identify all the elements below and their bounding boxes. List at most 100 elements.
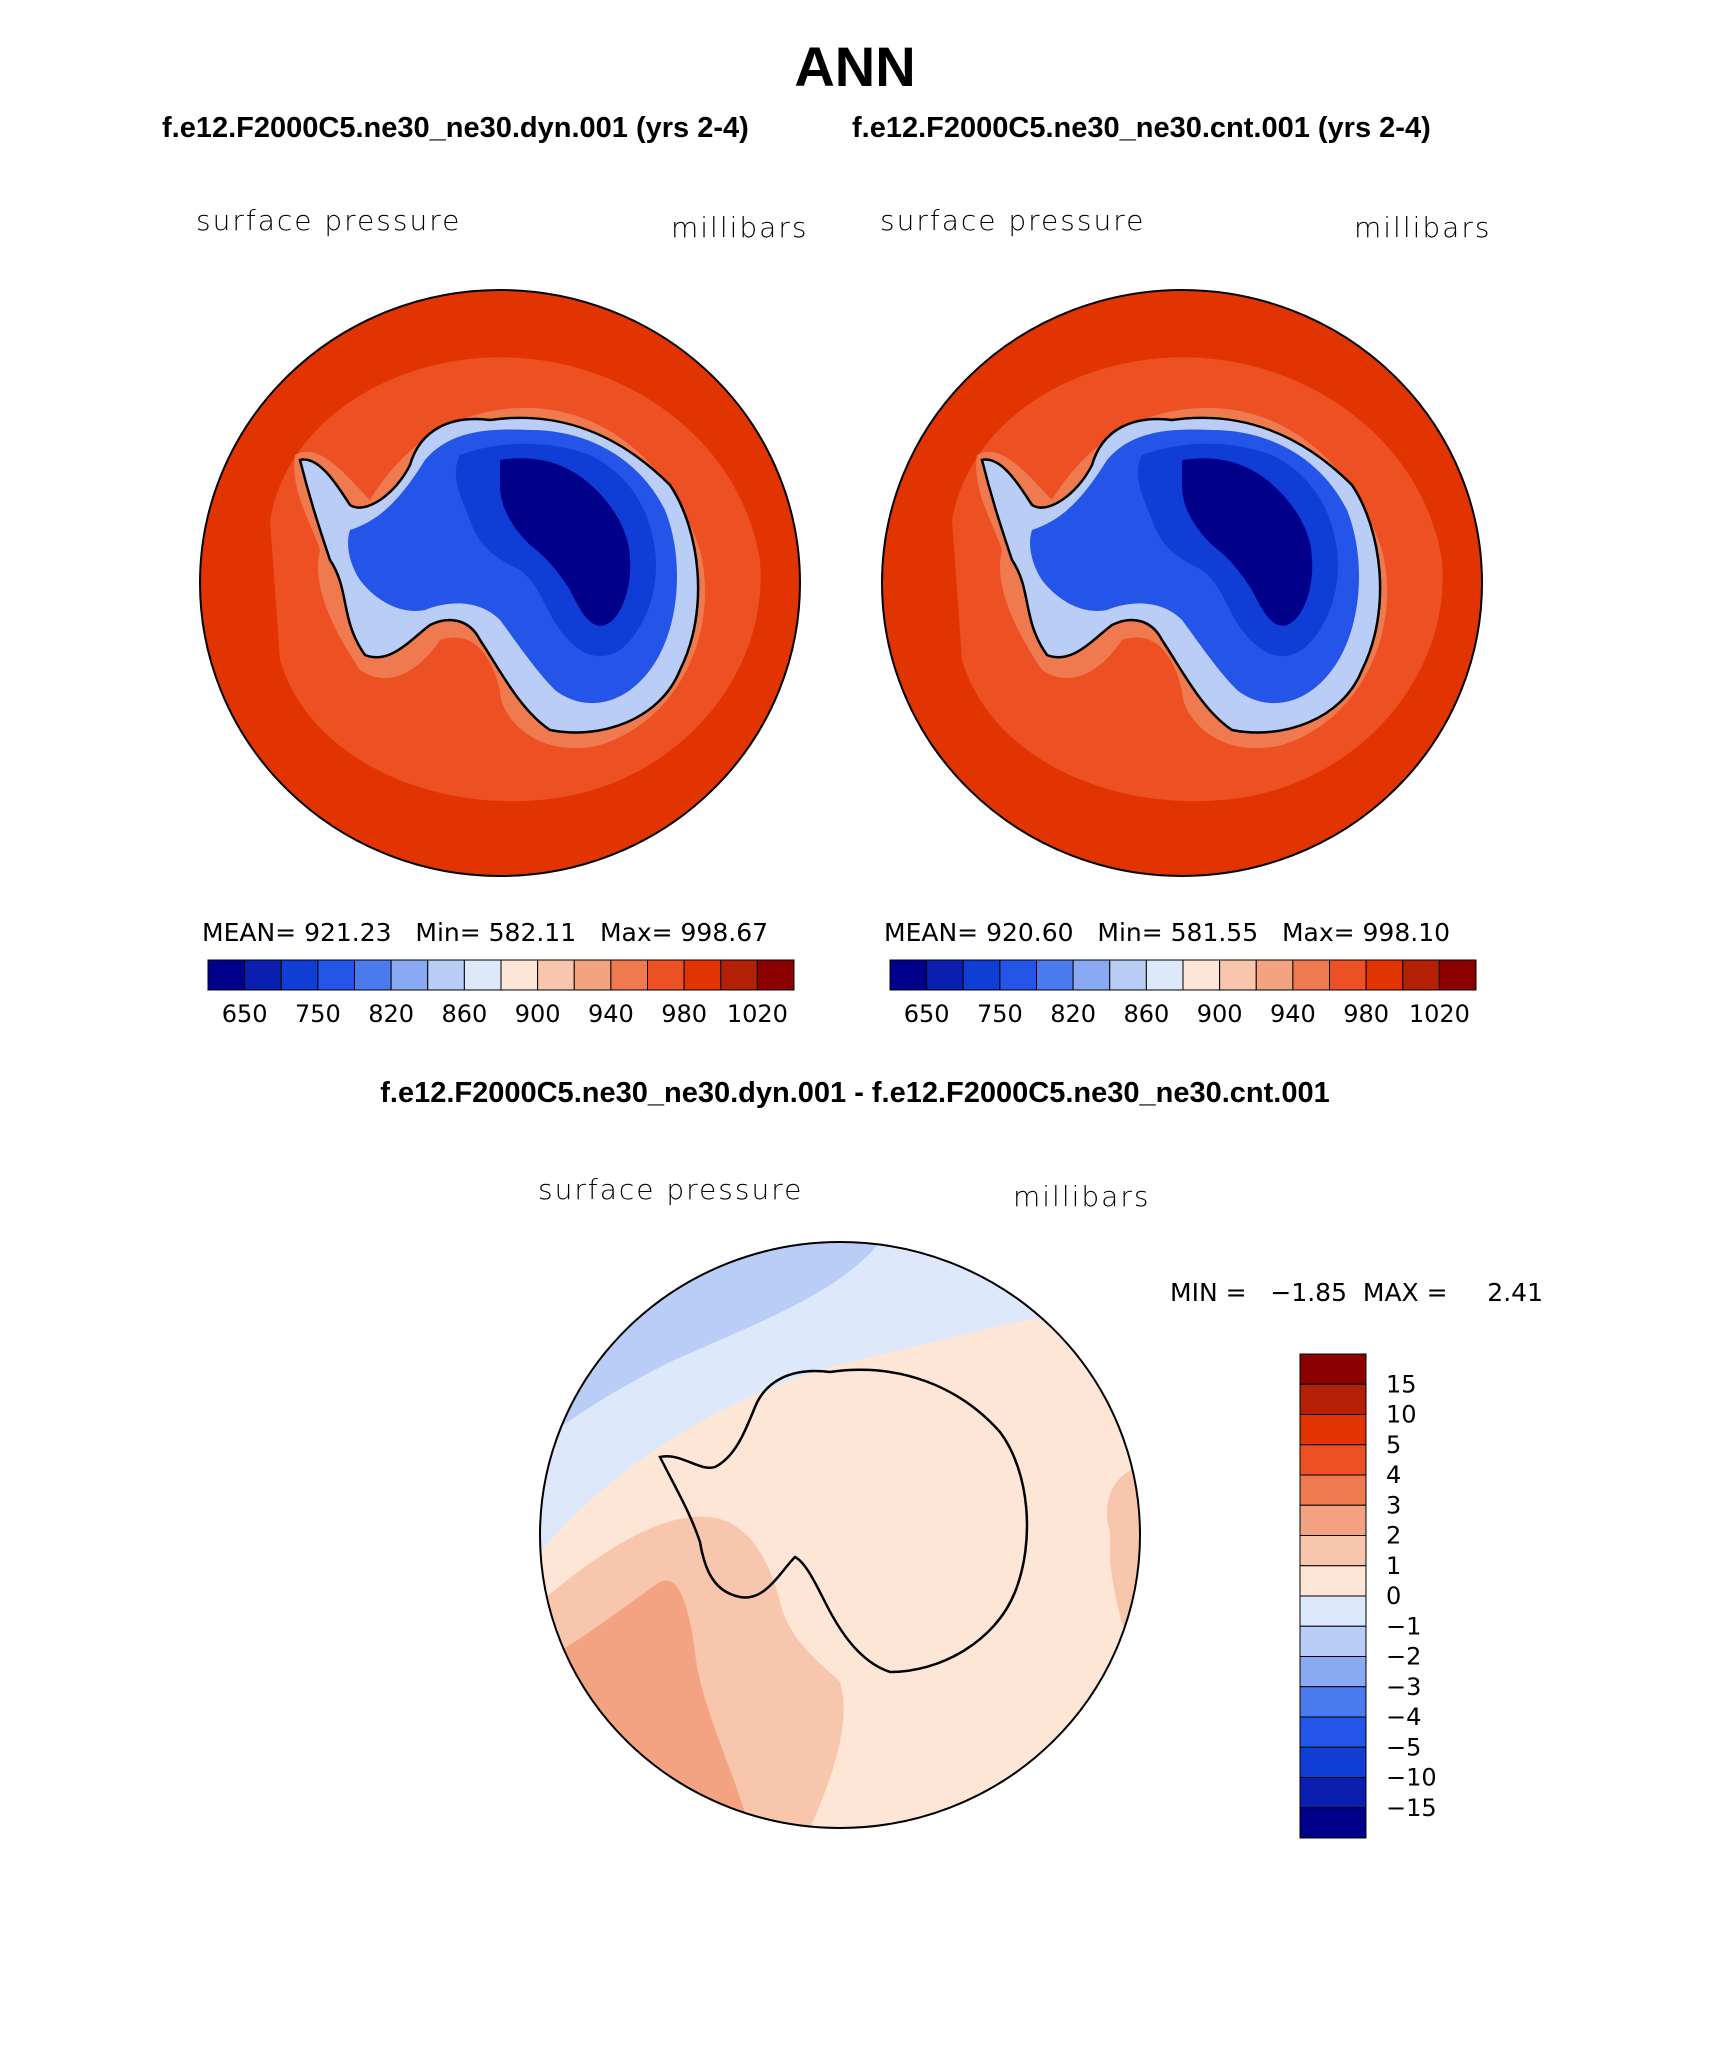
panel2-units-label: millibars xyxy=(1354,211,1492,244)
panel2-colorbar-tick-label: 900 xyxy=(1197,1000,1243,1028)
panel3-colorbar-tick-label: 3 xyxy=(1386,1491,1401,1519)
panel2-colorbar-tick-label: 980 xyxy=(1343,1000,1389,1028)
panel1-coastline xyxy=(298,416,700,734)
panel1-variable-label: surface pressure xyxy=(196,204,462,237)
panel3-coastline xyxy=(658,1368,1029,1674)
panel2-colorbar-box xyxy=(1365,959,1404,991)
panel2-colorbar-box xyxy=(1145,959,1184,991)
panel2-colorbar-box xyxy=(999,959,1037,991)
panel2-colorbar-tick-label: 1020 xyxy=(1409,1000,1470,1028)
panel1-colorbar-box xyxy=(207,959,246,991)
panel3-colorbar-tick-label: −15 xyxy=(1386,1794,1437,1822)
panel2-colorbar-tick-label: 860 xyxy=(1123,1000,1169,1028)
panel1-colorbar-tick-label: 980 xyxy=(661,1000,707,1028)
panel3-colorbar-tick-label: 5 xyxy=(1386,1431,1401,1459)
panel3-colorbar-box xyxy=(1299,1535,1367,1567)
case-label-dyn: f.e12.F2000C5.ne30_ne30.dyn.001 (yrs 2-4… xyxy=(162,112,749,144)
panel1-colorbar-box xyxy=(244,959,282,991)
panel3-colorbar-box xyxy=(1299,1474,1367,1506)
panel1-units-label: millibars xyxy=(671,211,809,244)
panel1-colorbar: 650 750 820 860 900 940 980 1020 xyxy=(207,959,795,1028)
panel3-colorbar-box xyxy=(1299,1656,1367,1688)
panel3-colorbar-box xyxy=(1299,1625,1367,1657)
panel2-colorbar-box xyxy=(1036,959,1074,991)
panel3-colorbar-box xyxy=(1299,1504,1367,1536)
panel2-colorbar-box xyxy=(1219,959,1257,991)
panel3-colorbar-box xyxy=(1299,1565,1367,1597)
difference-title: f.e12.F2000C5.ne30_ne30.dyn.001 - f.e12.… xyxy=(380,1077,1330,1109)
panel2-colorbar-box xyxy=(1182,959,1221,991)
panel3-colorbar-tick-label: −3 xyxy=(1386,1673,1421,1701)
panel2-colorbar-box xyxy=(1292,959,1330,991)
panel3-colorbar-box xyxy=(1299,1746,1367,1778)
panel3-colorbar-box xyxy=(1299,1686,1367,1718)
panel1-colorbar-box xyxy=(280,959,319,991)
panel1-colorbar-box xyxy=(756,959,795,991)
panel3-colorbar-tick-label: 0 xyxy=(1386,1582,1401,1610)
panel3-colorbar-box xyxy=(1299,1777,1367,1809)
panel3-minmax: MIN = −1.85 MAX = 2.41 xyxy=(1170,1278,1543,1307)
panel1-deep-field xyxy=(500,458,631,626)
panel1-colorbar-box xyxy=(720,959,758,991)
panel3-colorbar-box xyxy=(1299,1716,1367,1748)
panel3-colorbar-tick-label: −2 xyxy=(1386,1643,1421,1671)
panel2-stats: MEAN= 920.60 Min= 581.55 Max= 998.10 xyxy=(884,918,1451,947)
case-label-cnt: f.e12.F2000C5.ne30_ne30.cnt.001 (yrs 2-4… xyxy=(852,112,1431,144)
panel1-colorbar-box xyxy=(537,959,575,991)
panel2-colorbar-box xyxy=(1329,959,1367,991)
panel1-colorbar-tick-label: 1020 xyxy=(727,1000,788,1028)
panel2-colorbar-tick-label: 820 xyxy=(1050,1000,1096,1028)
panel3-colorbar-tick-label: −10 xyxy=(1386,1764,1437,1792)
panel3-colorbar-tick-label: −4 xyxy=(1386,1703,1421,1731)
panel3-colorbar-tick-label: 15 xyxy=(1386,1370,1417,1398)
panel2-deep-field xyxy=(1182,458,1313,626)
panel1-colorbar-tick-label: 820 xyxy=(368,1000,414,1028)
panel3-colorbar-box xyxy=(1299,1444,1367,1476)
panel3-variable-label: surface pressure xyxy=(538,1173,804,1206)
panel1-colorbar-box xyxy=(390,959,429,991)
panel1-colorbar-box xyxy=(610,959,648,991)
panel1-colorbar-box xyxy=(647,959,685,991)
panel3-colorbar-tick-label: −5 xyxy=(1386,1733,1421,1761)
panel1-colorbar-tick-label: 900 xyxy=(515,1000,561,1028)
panel3-colorbar-box xyxy=(1299,1414,1367,1446)
panel1-colorbar-tick-label: 650 xyxy=(222,1000,268,1028)
panel3-colorbar-tick-label: 4 xyxy=(1386,1461,1401,1489)
panel1-colorbar-box xyxy=(683,959,722,991)
panel1-colorbar-box xyxy=(317,959,355,991)
panel3-colorbar-box xyxy=(1299,1807,1367,1839)
page-title: ANN xyxy=(794,35,916,98)
panel2-colorbar-box xyxy=(1072,959,1111,991)
panel3-colorbar-box xyxy=(1299,1595,1367,1627)
panel2-colorbar-tick-label: 650 xyxy=(904,1000,950,1028)
panel1-colorbar-box xyxy=(573,959,612,991)
panel2-colorbar-box xyxy=(1438,959,1477,991)
panel2-polar-map xyxy=(881,289,1483,877)
panel1-stats: MEAN= 921.23 Min= 582.11 Max= 998.67 xyxy=(202,918,769,947)
panel1-colorbar-box xyxy=(354,959,392,991)
panel2-colorbar-box xyxy=(926,959,964,991)
panel1-colorbar-box xyxy=(500,959,539,991)
panel3-colorbar-box xyxy=(1299,1383,1367,1415)
panel2-variable-label: surface pressure xyxy=(880,204,1146,237)
panel3-polar-map xyxy=(539,1241,1141,1829)
panel1-polar-map xyxy=(199,289,801,877)
panel3-colorbar-tick-label: −1 xyxy=(1386,1612,1421,1640)
panel1-colorbar-box xyxy=(427,959,465,991)
panel2-coastline xyxy=(980,416,1382,734)
panel3-colorbar-tick-label: 1 xyxy=(1386,1552,1401,1580)
panel3-colorbar-tick-label: 2 xyxy=(1386,1522,1401,1550)
panel2-colorbar-box xyxy=(1255,959,1294,991)
panel2-colorbar-tick-label: 750 xyxy=(977,1000,1023,1028)
panel2-colorbar-box xyxy=(1109,959,1147,991)
panel1-colorbar-tick-label: 860 xyxy=(441,1000,487,1028)
panel1-colorbar-tick-label: 940 xyxy=(588,1000,634,1028)
panel3-units-label: millibars xyxy=(1013,1180,1151,1213)
panel1-colorbar-box xyxy=(463,959,502,991)
panel1-colorbar-tick-label: 750 xyxy=(295,1000,341,1028)
panel3-colorbar-box xyxy=(1299,1353,1367,1385)
panel2-colorbar-box xyxy=(1402,959,1440,991)
panel3-colorbar-tick-label: 10 xyxy=(1386,1401,1417,1429)
panel2-colorbar-tick-label: 940 xyxy=(1270,1000,1316,1028)
